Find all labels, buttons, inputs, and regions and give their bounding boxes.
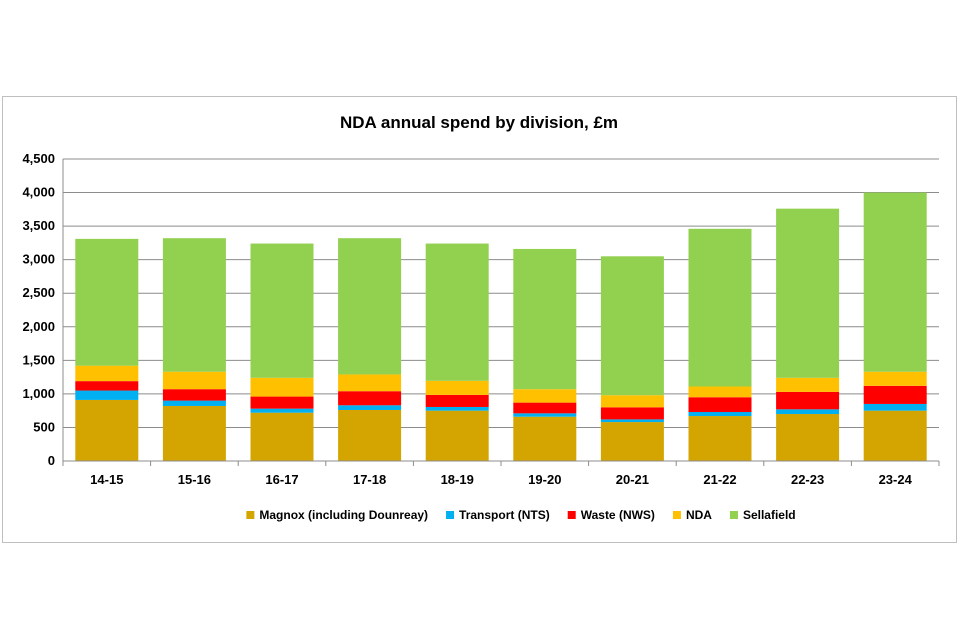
bar-segment xyxy=(513,389,577,403)
legend: Magnox (including Dounreay) Transport (NT… xyxy=(246,508,796,522)
x-tick-label: 17-18 xyxy=(353,472,386,487)
legend-item: Sellafield xyxy=(729,508,796,522)
legend-swatch xyxy=(246,511,255,519)
x-tick-label: 23-24 xyxy=(879,472,913,487)
bar-segment xyxy=(250,243,314,378)
y-tick-label: 2,500 xyxy=(22,285,55,300)
bar-segment xyxy=(250,412,314,461)
legend-label: Waste (NWS) xyxy=(581,508,655,522)
bar-segment xyxy=(162,400,226,406)
y-tick-label: 3,500 xyxy=(22,218,55,233)
y-tick-label: 4,500 xyxy=(22,151,55,166)
x-tick-label: 14-15 xyxy=(90,472,123,487)
bar-segment xyxy=(776,377,840,392)
bar-segment xyxy=(863,192,927,372)
bar-segment xyxy=(338,374,402,392)
bar-segment xyxy=(513,413,577,417)
bar-segment xyxy=(688,386,752,398)
bar-segment xyxy=(863,385,927,404)
legend-item: Magnox (including Dounreay) xyxy=(246,508,428,522)
chart-frame: NDA annual spend by division, £m 0 500 1,0… xyxy=(2,96,957,543)
chart-title: NDA annual spend by division, £m xyxy=(340,113,618,132)
legend-swatch xyxy=(446,511,455,519)
bar-segment xyxy=(162,238,226,372)
bar-segment xyxy=(75,399,139,461)
bar-segment xyxy=(250,408,314,413)
bar-segment xyxy=(338,391,402,406)
bar-segment xyxy=(425,394,489,407)
y-tick-label: 1,500 xyxy=(22,352,55,367)
bar-segment xyxy=(513,402,577,414)
legend-label: Magnox (including Dounreay) xyxy=(259,508,428,522)
x-tick-label: 20-21 xyxy=(616,472,649,487)
bar-segment xyxy=(425,406,489,411)
chart: NDA annual spend by division, £m 0 500 1,0… xyxy=(22,113,940,522)
bar-segment xyxy=(600,395,664,408)
bar-segment xyxy=(425,243,489,381)
bar-segment xyxy=(600,256,664,396)
y-tick-label: 4,000 xyxy=(22,185,55,200)
legend-label: NDA xyxy=(686,508,712,522)
bar-segment xyxy=(600,422,664,461)
bar-segment xyxy=(338,238,402,375)
axes xyxy=(62,159,940,466)
bar-segment xyxy=(688,397,752,413)
bar-segment xyxy=(688,412,752,417)
bar-segment xyxy=(863,410,927,461)
y-tick-label: 1,000 xyxy=(22,386,55,401)
y-tick-label: 500 xyxy=(33,419,55,434)
bar-segment xyxy=(776,409,840,415)
y-tick-label: 2,000 xyxy=(22,319,55,334)
x-tick-label: 22-23 xyxy=(791,472,824,487)
bar-segment xyxy=(513,416,577,461)
bar-segment xyxy=(425,380,489,395)
x-axis-ticks: 14-15 15-16 16-17 17-18 18-19 19-20 20-21 21-22… xyxy=(90,472,912,487)
bar-segment xyxy=(863,371,927,386)
bar-segment xyxy=(250,377,314,397)
bar-segment xyxy=(162,389,226,401)
legend-item: Waste (NWS) xyxy=(567,508,655,522)
bar-segment xyxy=(75,365,139,382)
bar-segment xyxy=(513,248,577,390)
legend-item: Transport (NTS) xyxy=(446,508,550,522)
legend-swatch xyxy=(672,511,681,519)
legend-item: NDA xyxy=(672,508,712,522)
bar-segment xyxy=(776,391,840,410)
x-tick-label: 15-16 xyxy=(178,472,211,487)
x-tick-label: 19-20 xyxy=(528,472,561,487)
legend-swatch xyxy=(729,511,738,519)
bar-segment xyxy=(600,407,664,420)
bar-segment xyxy=(863,403,927,411)
x-tick-label: 18-19 xyxy=(441,472,474,487)
bar-segment xyxy=(75,381,139,391)
bar-segment xyxy=(600,419,664,423)
x-tick-label: 21-22 xyxy=(703,472,736,487)
bar-segment xyxy=(776,414,840,461)
bar-segment xyxy=(425,410,489,461)
bar-segment xyxy=(688,228,752,387)
legend-label: Sellafield xyxy=(743,508,796,522)
y-tick-label: 3,000 xyxy=(22,252,55,267)
legend-swatch xyxy=(567,511,576,519)
x-tick-label: 16-17 xyxy=(265,472,298,487)
y-axis-ticks: 0 500 1,000 1,500 2,000 2,500 3,000 3,500 4,000 4… xyxy=(22,151,55,468)
bars xyxy=(75,192,927,461)
bar-segment xyxy=(250,396,314,409)
bar-segment xyxy=(75,238,139,366)
bar-segment xyxy=(75,390,139,400)
bar-segment xyxy=(338,405,402,410)
y-tick-label: 0 xyxy=(48,453,55,468)
bar-segment xyxy=(338,409,402,461)
bar-segment xyxy=(162,405,226,461)
bar-segment xyxy=(688,416,752,461)
bar-segment xyxy=(776,208,840,378)
bar-segment xyxy=(162,371,226,390)
legend-label: Transport (NTS) xyxy=(459,508,550,522)
